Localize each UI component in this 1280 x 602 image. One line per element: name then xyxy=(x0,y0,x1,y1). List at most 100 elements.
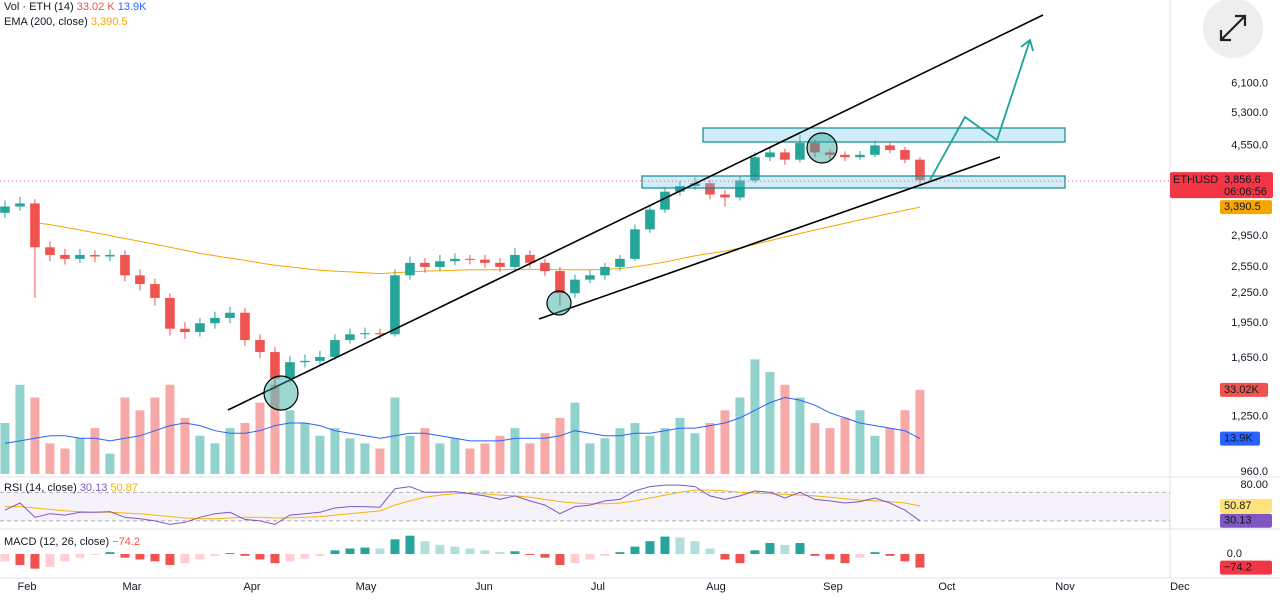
macd-bar xyxy=(510,551,520,554)
volume-bar xyxy=(720,410,730,474)
candle-body xyxy=(75,254,85,259)
rsi-ma-line xyxy=(5,489,921,520)
macd-bar xyxy=(330,550,340,554)
volume-bar xyxy=(915,389,925,474)
volume-bar xyxy=(675,417,685,474)
candle-body xyxy=(210,317,220,324)
header-part: −74.2 xyxy=(112,536,140,548)
candle-body xyxy=(570,279,580,294)
volume-bar xyxy=(420,428,430,474)
macd-bar xyxy=(405,535,415,554)
volume-bar xyxy=(810,423,820,474)
header-part: RSI (14, close) xyxy=(4,482,77,494)
candle-body xyxy=(585,275,595,280)
volume-bar xyxy=(600,438,610,474)
macd-bar xyxy=(300,554,310,559)
price-label-bg xyxy=(1170,172,1273,199)
macd-bar xyxy=(105,552,115,554)
macd-bar xyxy=(255,554,265,560)
volume-bar xyxy=(45,443,55,474)
macd-bar xyxy=(720,554,730,560)
macd-bar xyxy=(285,554,295,562)
rsi-band xyxy=(0,492,1170,521)
candle-body xyxy=(240,312,250,341)
volume-bar xyxy=(870,435,880,474)
macd-bar xyxy=(915,554,925,568)
candle-body xyxy=(360,333,370,335)
plot-area xyxy=(0,135,1170,569)
volume-ma-line xyxy=(4,396,921,444)
volume-bar xyxy=(255,402,265,474)
volume-last-label: 33.02K xyxy=(1224,384,1260,396)
candle-body xyxy=(915,159,925,181)
macd-bar xyxy=(645,541,655,554)
expand-icon[interactable] xyxy=(1219,14,1247,42)
candle-body xyxy=(495,262,505,267)
header-part: 3,390.5 xyxy=(91,16,128,28)
candle-body xyxy=(555,271,565,294)
macd-bar xyxy=(60,554,70,562)
x-tick-label: Aug xyxy=(706,581,726,593)
macd-bar xyxy=(375,548,385,554)
macd-bar xyxy=(780,544,790,554)
volume-bar xyxy=(585,443,595,474)
candle-body xyxy=(345,334,355,341)
resistance-zone xyxy=(702,127,1066,143)
ema-line xyxy=(34,206,921,275)
y-tick-label: 1,650.0 xyxy=(1231,352,1268,364)
volume-bar xyxy=(240,423,250,474)
x-tick-label: May xyxy=(356,581,377,593)
volume-bar xyxy=(900,410,910,474)
expand-button[interactable] xyxy=(1203,0,1263,58)
macd-bar xyxy=(390,539,400,554)
projection-arrow xyxy=(929,39,1031,181)
macd-bar xyxy=(690,541,700,554)
macd-bar xyxy=(210,554,220,556)
pane-header: EMA (200, close) 3,390.5 xyxy=(4,16,128,28)
volume-bar xyxy=(135,410,145,474)
macd-bar xyxy=(480,550,490,554)
volume-bar xyxy=(60,448,70,474)
candle-body xyxy=(0,206,10,213)
candle-body xyxy=(120,254,130,276)
ema-last-label-bg xyxy=(1220,200,1272,215)
candle-body xyxy=(420,262,430,267)
volume-last-label-bg xyxy=(1220,382,1268,397)
header-part: MACD (12, 26, close) xyxy=(4,536,109,548)
volume-bar xyxy=(210,443,220,474)
candle-body xyxy=(750,157,760,181)
candle-body xyxy=(525,254,535,263)
x-tick-label: Dec xyxy=(1170,581,1190,593)
candle-body xyxy=(870,145,880,155)
macd-bar xyxy=(795,543,805,554)
y-tick-label: 1,950.0 xyxy=(1231,317,1268,329)
volume-bar xyxy=(75,438,85,474)
volume-bar xyxy=(0,423,10,474)
volume-bar xyxy=(195,435,205,474)
y-tick-label: 4,550.0 xyxy=(1231,139,1268,151)
header-part: 30.13 xyxy=(80,482,108,494)
candle-body xyxy=(510,254,520,267)
volume-ma-last-label: 13.9K xyxy=(1224,432,1253,444)
volume-bar xyxy=(525,443,535,474)
macd-bar xyxy=(465,548,475,554)
macd-bar xyxy=(420,541,430,554)
volume-bar xyxy=(795,397,805,474)
x-tick-label: Jun xyxy=(475,581,493,593)
candle-body xyxy=(150,284,160,298)
macd-bar xyxy=(750,550,760,554)
candle-body xyxy=(135,275,145,285)
macd-bar xyxy=(150,554,160,562)
macd-bar xyxy=(195,554,205,560)
volume-bar xyxy=(645,435,655,474)
macd-bar xyxy=(315,554,325,556)
macd-bar xyxy=(225,553,235,554)
x-tick-label: Nov xyxy=(1055,581,1075,593)
volume-bar xyxy=(540,433,550,474)
volume-bar xyxy=(555,417,565,474)
macd-bar xyxy=(600,554,610,556)
symbol-label: ETHUSD xyxy=(1173,174,1218,186)
y-tick-label: 5,300.0 xyxy=(1231,107,1268,119)
x-tick-label: Sep xyxy=(823,581,843,593)
